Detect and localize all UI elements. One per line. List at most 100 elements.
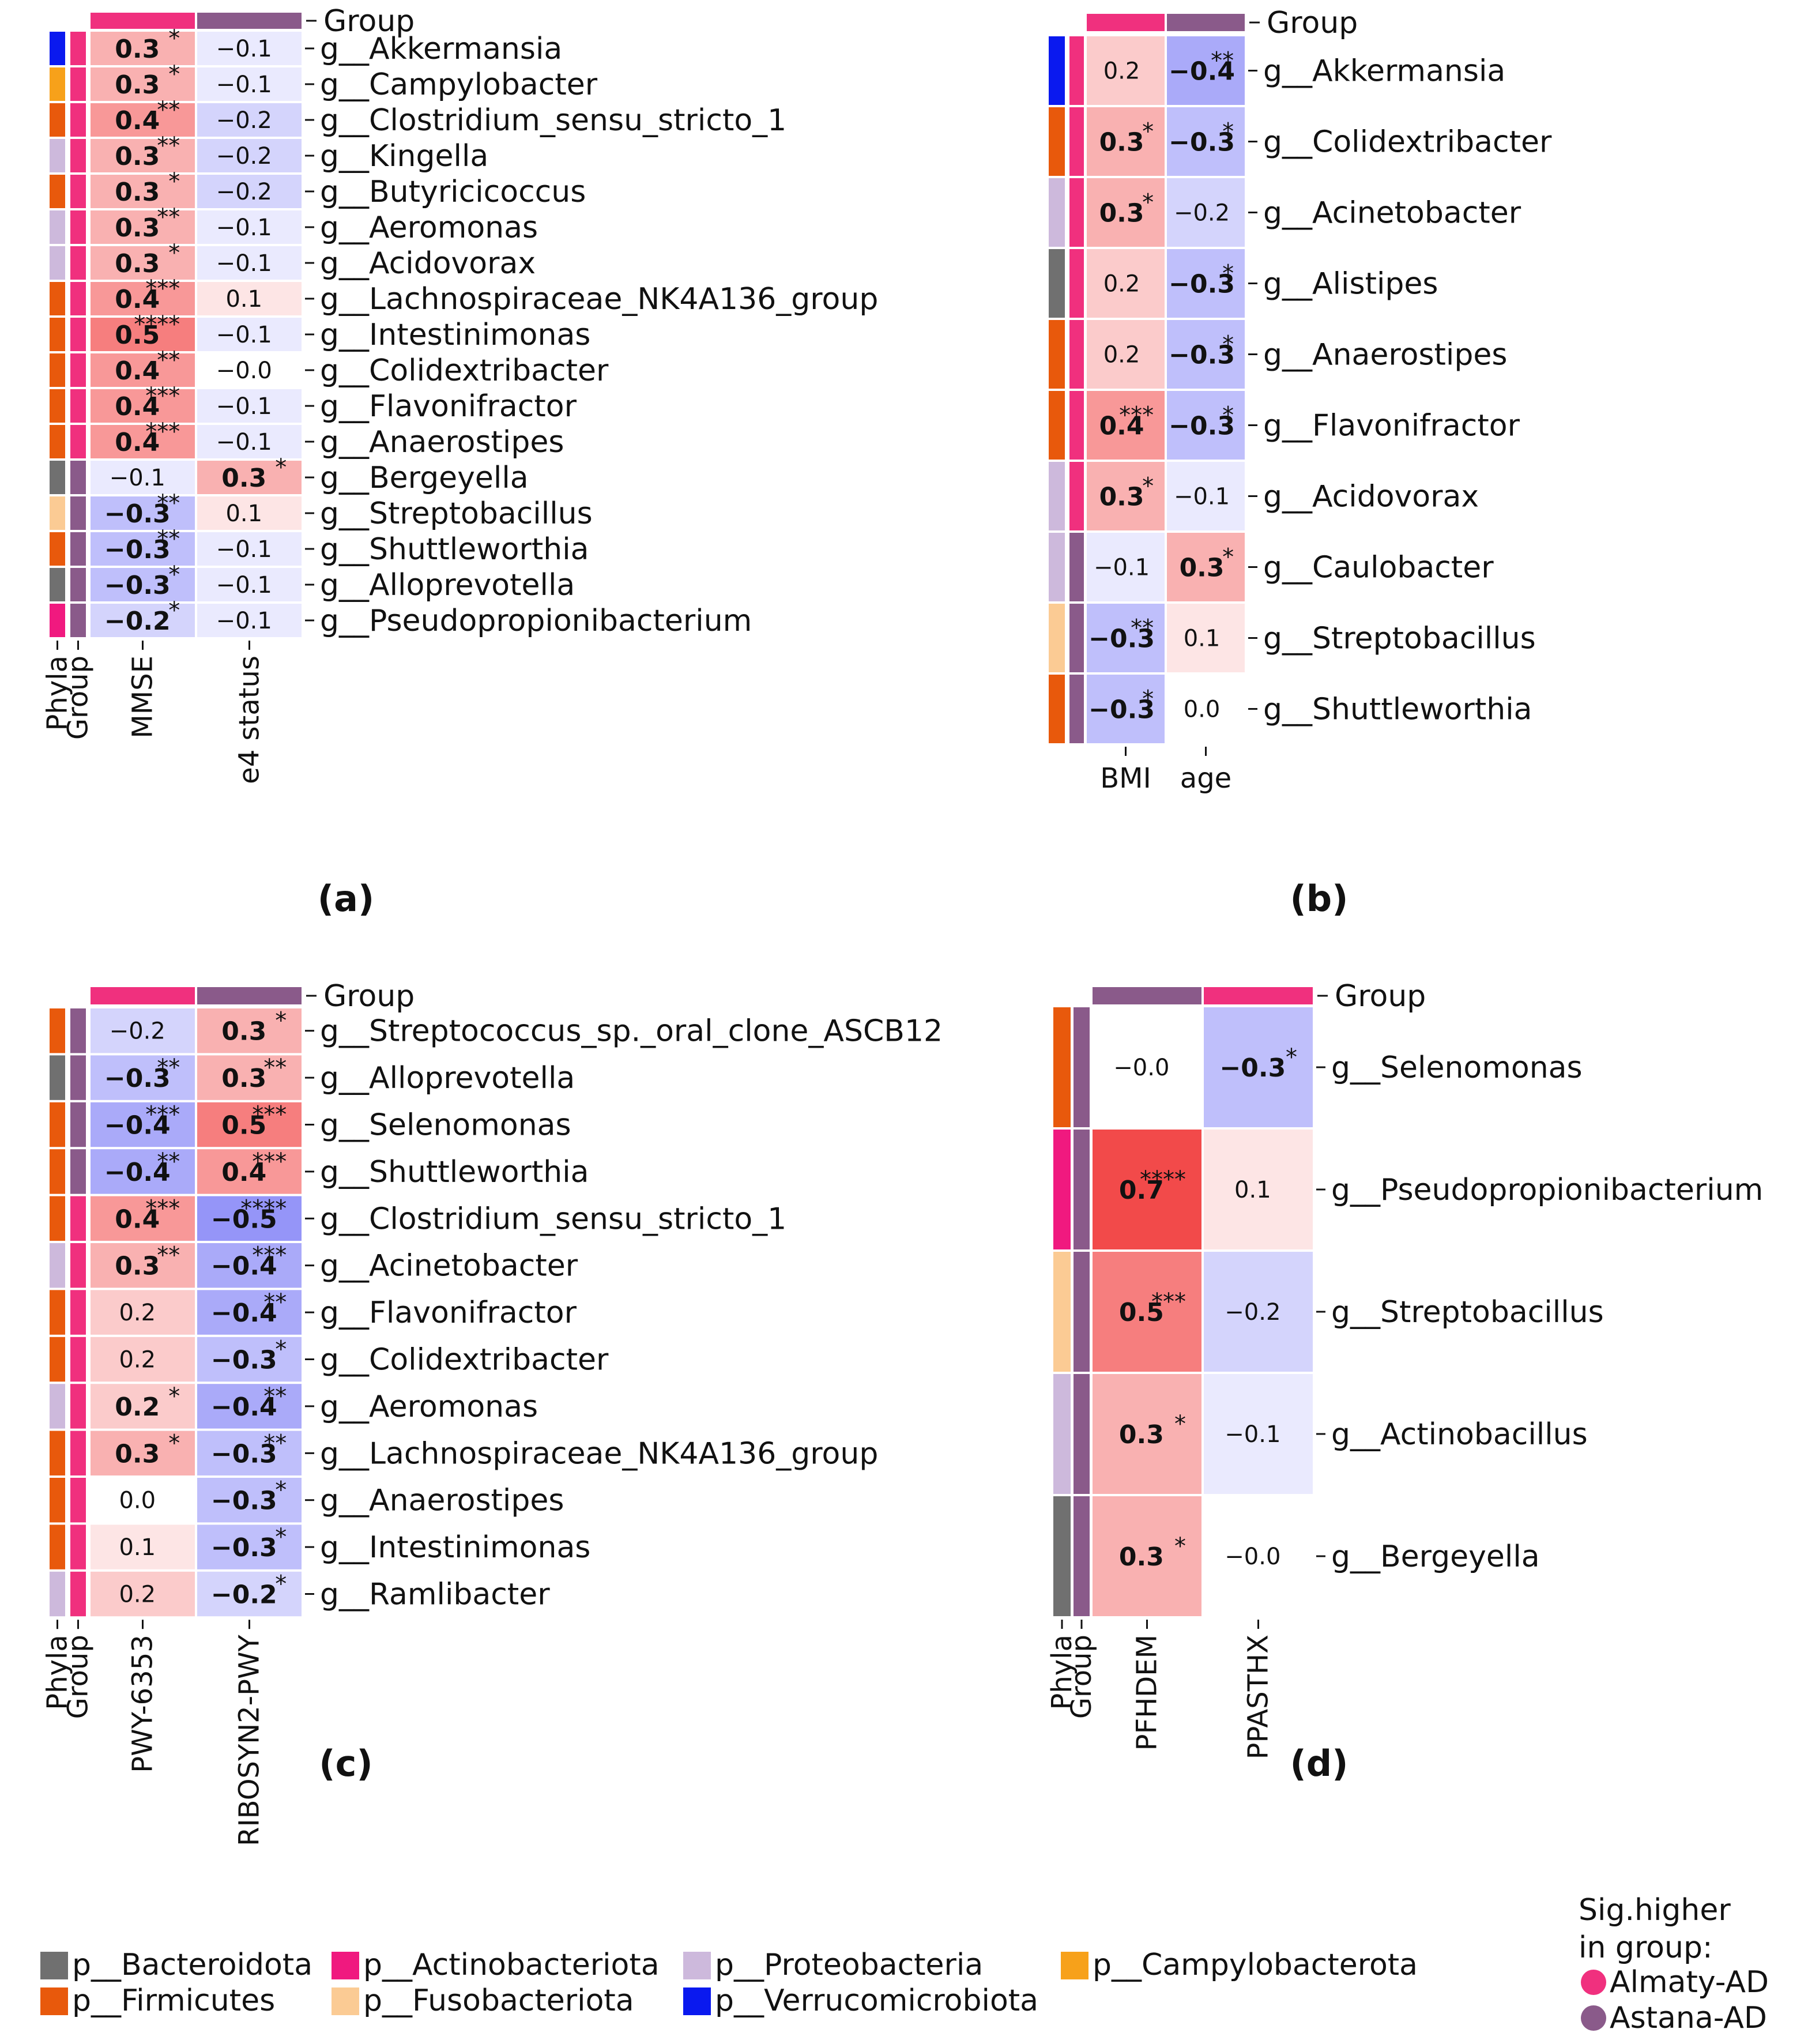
cell-value: −0.3 [211,1486,277,1516]
row-label-g-streptobacillus: g__Streptobacillus [320,496,593,531]
cell-value: 0.7 [1119,1176,1164,1205]
cell-value: 0.3 [115,142,160,171]
cell-value: 0.2 [119,1582,156,1608]
cell-value: −0.2 [110,1018,165,1045]
cell-value: 0.1 [225,286,262,313]
significance-stars: *** [145,1195,180,1222]
cell-g-ramlibacter-ribosyn2-pwy [197,1571,302,1617]
row-label-g-akkermansia: g__Akkermansia [1263,54,1505,89]
phylum-cell-g-aeromonas [50,1384,65,1429]
cell-g-shuttleworthia-mmse [91,532,195,566]
cell-value: −0.4 [211,1392,277,1422]
cell-value: 0.3 [1119,1542,1164,1572]
group-legend-title-line1: Sig.higher [1579,1893,1731,1928]
phylum-cell-g-akkermansia [50,32,65,65]
significance-stars: * [168,597,180,624]
cell-value: 0.5 [115,321,160,350]
phylum-cell-g-acinetobacter [1049,178,1065,247]
cell-g-bergeyella-e4-status [197,461,302,494]
group-cell-g-acidovorax [70,246,86,280]
significance-stars: ** [263,1289,287,1316]
cell-g-bergeyella-pfhdem [1093,1496,1201,1616]
cell-value: −0.3 [1219,1053,1286,1083]
cell-value: −0.4 [211,1298,277,1328]
significance-stars: **** [240,1195,287,1222]
cell-value: −0.0 [216,357,272,384]
cell-value: −0.3 [1169,341,1235,370]
cell-value: −0.3 [1169,412,1235,441]
row-label-g-actinobacillus: g__Actinobacillus [1331,1417,1588,1452]
column-label-age: age [1180,762,1231,795]
group-cell-g-alloprevotella [70,568,86,601]
significance-stars: * [1174,1533,1186,1560]
phylum-cell-g-alloprevotella [50,568,65,601]
cell-g-caulobacter-bmi [1087,533,1165,601]
phylum-cell-g-streptobacillus [50,496,65,530]
group-cell-g-intestinimonas [70,1524,86,1569]
cell-g-akkermansia-bmi [1087,36,1165,105]
cell-value: 0.4 [115,392,160,421]
cell-g-selenomonas-ribosyn2-pwy [197,1102,302,1147]
phylum-cell-g-shuttleworthia [1049,675,1065,743]
group-cell-g-anaerostipes [1069,320,1084,389]
cell-value: −0.2 [216,143,272,170]
significance-stars: * [168,1383,180,1410]
group-cell-g-aeromonas [70,210,86,244]
significance-stars: * [1222,402,1234,429]
cell-value: 0.3 [115,35,160,64]
phylum-cell-g-bergeyella [1053,1496,1071,1616]
cell-value: −0.3 [104,499,171,529]
cell-value: −0.1 [1225,1421,1280,1448]
group-cell-g-clostridium-sensu-stricto-1 [70,1196,86,1241]
panel-c-heatmap: Group −0.2 0.3 * g__Streptococcus_sp._oral_c… [42,979,943,1846]
cell-value: −0.1 [216,429,272,456]
phylum-cell-g-butyricicoccus [50,175,65,208]
annotation-label-group: Group [1065,1635,1098,1719]
phylum-cell-g-bergeyella [50,461,65,494]
cell-g-clostridium-sensu-stricto-1-pwy-6353 [91,1196,195,1241]
cell-value: −0.1 [1094,555,1150,581]
group-cell-g-streptobacillus [70,496,86,530]
cell-value: 0.4 [221,1158,266,1187]
cell-value: 0.3 [1099,199,1144,228]
cell-value: 0.3 [115,249,160,278]
phylum-cell-g-shuttleworthia [50,1149,65,1194]
cell-g-campylobacter-mmse [91,67,195,101]
cell-g-streptobacillus-age [1167,604,1245,672]
group-cell-g-ramlibacter [70,1571,86,1617]
cell-g-flavonifractor-ribosyn2-pwy [197,1290,302,1335]
phylum-cell-g-flavonifractor [1049,391,1065,460]
phylum-cell-g-flavonifractor [50,1290,65,1335]
significance-stars: ** [1211,48,1234,74]
significance-stars: * [1174,1411,1186,1437]
cell-value: 0.0 [1184,697,1221,723]
cell-g-selenomonas-pwy-6353 [91,1102,195,1147]
significance-stars: *** [1151,1289,1186,1315]
significance-stars: * [1222,332,1234,358]
significance-stars: *** [252,1102,287,1128]
cell-g-shuttleworthia-age [1167,675,1245,743]
column-group-bar-ppasthx [1204,987,1313,1004]
cell-value: −0.4 [1169,57,1235,86]
cell-g-caulobacter-age [1167,533,1245,601]
cell-g-intestinimonas-pwy-6353 [91,1524,195,1569]
phylum-cell-g-colidextribacter [50,1337,65,1382]
group-cell-g-colidextribacter [70,1337,86,1382]
significance-stars: ** [263,1383,287,1410]
row-label-g-alloprevotella: g__Alloprevotella [320,1061,575,1096]
group-cell-g-anaerostipes [70,1478,86,1523]
group-cell-g-kingella [70,139,86,172]
group-cell-g-streptobacillus [1074,1252,1090,1372]
cell-g-aeromonas-mmse [91,210,195,244]
cell-value: −0.1 [1174,484,1230,510]
significance-stars: *** [252,1149,287,1175]
row-label-g-streptobacillus: g__Streptobacillus [1331,1295,1604,1330]
cell-g-streptobacillus-ppasthx [1204,1252,1313,1372]
cell-value: 0.2 [1103,271,1140,298]
panel-letter-a: (a) [318,878,375,920]
row-label-g-pseudopropionibacterium: g__Pseudopropionibacterium [320,604,752,638]
cell-g-lachnospiraceae-nk4a136-group-e4-status [197,282,302,315]
group-cell-g-streptobacillus [1069,604,1084,672]
cell-g-shuttleworthia-e4-status [197,532,302,566]
legend-label-p-campylobacterota: p__Campylobacterota [1093,1948,1418,1982]
